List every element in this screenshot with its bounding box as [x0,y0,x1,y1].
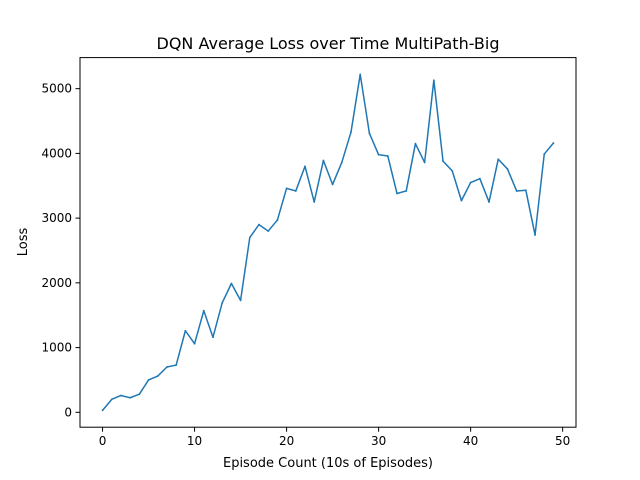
data-point [267,230,270,232]
y-axis-label: Loss [16,228,31,257]
series-line-0 [101,73,555,411]
data-point [423,161,426,164]
data-point [322,159,325,162]
data-point [202,309,205,312]
data-point [129,396,132,399]
data-point [405,190,408,192]
data-point [248,236,251,239]
data-point [212,336,214,339]
data-point [230,282,233,285]
y-tick-label: 5000 [41,82,72,96]
data-point [120,394,122,397]
data-point [543,153,546,155]
data-point [331,183,334,186]
x-tick-label: 10 [187,434,202,448]
data-point [313,201,316,203]
data-point [193,342,196,345]
data-point [175,364,178,366]
data-point [368,132,371,135]
data-point [488,201,490,203]
y-tick-label: 4000 [41,146,72,160]
data-point [534,234,536,236]
y-axis: 0 1000 2000 3000 4000 5000 [41,82,80,419]
x-tick-label: 30 [371,434,386,448]
y-tick-label: 2000 [41,276,72,290]
x-axis-label: Episode Count (10s of Episodes) [223,456,433,471]
data-point [304,165,306,168]
data-point [294,190,297,192]
data-point [221,302,224,304]
data-point [110,398,113,401]
data-point [515,190,518,192]
data-point [469,181,472,184]
data-point [350,131,352,133]
data-point [184,329,187,332]
data-point [147,379,150,381]
chart-title: DQN Average Loss over Time MultiPath-Big [157,34,500,53]
data-point [258,223,260,226]
data-point [442,160,444,163]
data-point [451,169,454,172]
x-tick-label: 40 [463,434,478,448]
data-point [276,219,279,221]
data-point [285,187,288,190]
data-point [497,158,500,161]
series-layer [101,73,555,412]
data-point [156,375,159,377]
data-point [460,199,463,202]
x-tick-label: 50 [555,434,570,448]
data-point [377,153,380,156]
data-point [359,73,362,76]
x-axis: 0 10 20 30 40 50 [99,427,570,448]
data-point [166,366,168,368]
x-tick-label: 20 [279,434,294,448]
x-tick-label: 0 [99,434,107,448]
data-point [138,393,141,396]
data-point [478,177,481,180]
data-point [239,299,242,302]
data-point [386,155,389,157]
plot-frame [79,57,577,428]
data-point [101,409,104,412]
data-point [340,161,343,164]
y-tick-label: 3000 [41,211,72,225]
y-tick-label: 0 [64,405,72,419]
data-point [414,142,417,145]
data-point [506,168,509,170]
data-point [396,192,398,195]
data-point [552,142,555,144]
data-point [432,79,435,82]
y-tick-label: 1000 [41,341,72,355]
data-point [524,189,527,192]
